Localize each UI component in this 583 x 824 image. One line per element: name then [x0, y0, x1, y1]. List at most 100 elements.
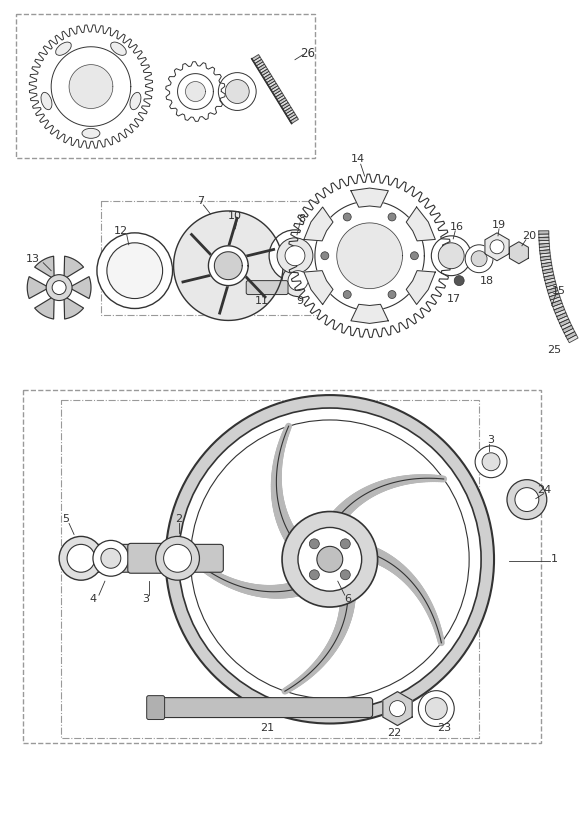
Polygon shape [258, 64, 266, 71]
Circle shape [97, 233, 173, 308]
Circle shape [515, 488, 539, 512]
Polygon shape [261, 69, 269, 76]
FancyBboxPatch shape [153, 698, 373, 718]
Polygon shape [351, 304, 388, 324]
Polygon shape [337, 223, 402, 288]
Polygon shape [29, 25, 153, 148]
Polygon shape [549, 291, 559, 297]
Polygon shape [563, 325, 573, 333]
Polygon shape [178, 73, 213, 110]
Text: 17: 17 [447, 293, 461, 303]
Circle shape [389, 700, 405, 717]
Text: 3: 3 [142, 594, 149, 604]
Text: 13: 13 [26, 254, 40, 264]
Text: 11: 11 [255, 296, 269, 306]
Circle shape [475, 446, 507, 478]
Polygon shape [256, 62, 265, 68]
Polygon shape [554, 307, 564, 313]
Polygon shape [215, 252, 242, 279]
Circle shape [410, 252, 419, 260]
Circle shape [277, 238, 313, 274]
Polygon shape [166, 62, 225, 121]
Ellipse shape [82, 129, 100, 138]
Circle shape [52, 281, 66, 294]
Text: 14: 14 [350, 154, 365, 164]
Polygon shape [547, 288, 558, 293]
Polygon shape [351, 188, 388, 207]
FancyBboxPatch shape [246, 281, 288, 294]
Text: 22: 22 [387, 728, 402, 738]
Text: 15: 15 [552, 286, 566, 296]
Polygon shape [208, 246, 248, 286]
Polygon shape [542, 265, 553, 270]
Polygon shape [255, 59, 263, 66]
Polygon shape [269, 83, 278, 90]
Circle shape [438, 243, 464, 269]
FancyBboxPatch shape [128, 543, 166, 574]
Ellipse shape [41, 92, 52, 110]
Polygon shape [289, 115, 297, 121]
Polygon shape [543, 269, 553, 274]
Polygon shape [540, 256, 551, 260]
Polygon shape [281, 102, 290, 109]
Circle shape [59, 536, 103, 580]
Polygon shape [540, 253, 550, 257]
Polygon shape [288, 174, 451, 337]
Circle shape [340, 570, 350, 580]
Polygon shape [277, 96, 285, 102]
Polygon shape [268, 81, 276, 87]
Circle shape [317, 546, 343, 572]
Text: 10: 10 [229, 211, 243, 221]
Circle shape [321, 252, 329, 260]
Circle shape [298, 527, 361, 591]
Polygon shape [539, 237, 549, 241]
Polygon shape [546, 284, 557, 290]
Polygon shape [539, 246, 550, 250]
Circle shape [178, 408, 481, 710]
Polygon shape [290, 117, 298, 124]
Ellipse shape [111, 42, 127, 55]
Polygon shape [544, 275, 554, 280]
Polygon shape [272, 88, 280, 95]
Circle shape [282, 265, 314, 297]
Text: 3: 3 [487, 435, 494, 445]
Circle shape [285, 246, 305, 265]
Circle shape [107, 243, 163, 298]
FancyBboxPatch shape [63, 545, 223, 572]
FancyBboxPatch shape [147, 695, 164, 719]
Text: 19: 19 [492, 220, 506, 230]
Polygon shape [69, 277, 91, 298]
Polygon shape [485, 233, 509, 260]
Polygon shape [542, 262, 552, 267]
Polygon shape [252, 54, 260, 61]
Polygon shape [541, 259, 552, 264]
Text: 20: 20 [522, 231, 536, 241]
Circle shape [507, 480, 547, 519]
Circle shape [465, 245, 493, 273]
Circle shape [219, 73, 256, 110]
Circle shape [431, 236, 471, 276]
Text: 9: 9 [296, 296, 304, 306]
Text: 7: 7 [197, 196, 204, 206]
Polygon shape [545, 278, 555, 283]
Circle shape [482, 453, 500, 471]
Text: 16: 16 [450, 222, 464, 232]
Polygon shape [560, 319, 570, 326]
Polygon shape [552, 300, 562, 307]
Text: 4: 4 [89, 594, 97, 604]
Circle shape [46, 274, 72, 301]
Polygon shape [510, 241, 528, 264]
Polygon shape [546, 281, 556, 287]
Text: 18: 18 [480, 276, 494, 286]
Polygon shape [315, 201, 424, 311]
Polygon shape [567, 335, 578, 343]
Text: 25: 25 [547, 345, 561, 355]
Text: 1: 1 [552, 555, 559, 564]
Circle shape [225, 80, 249, 104]
Text: 5: 5 [62, 514, 69, 525]
Polygon shape [274, 91, 282, 97]
Polygon shape [27, 277, 49, 298]
Polygon shape [566, 331, 577, 339]
Circle shape [310, 539, 319, 549]
Polygon shape [561, 322, 571, 330]
